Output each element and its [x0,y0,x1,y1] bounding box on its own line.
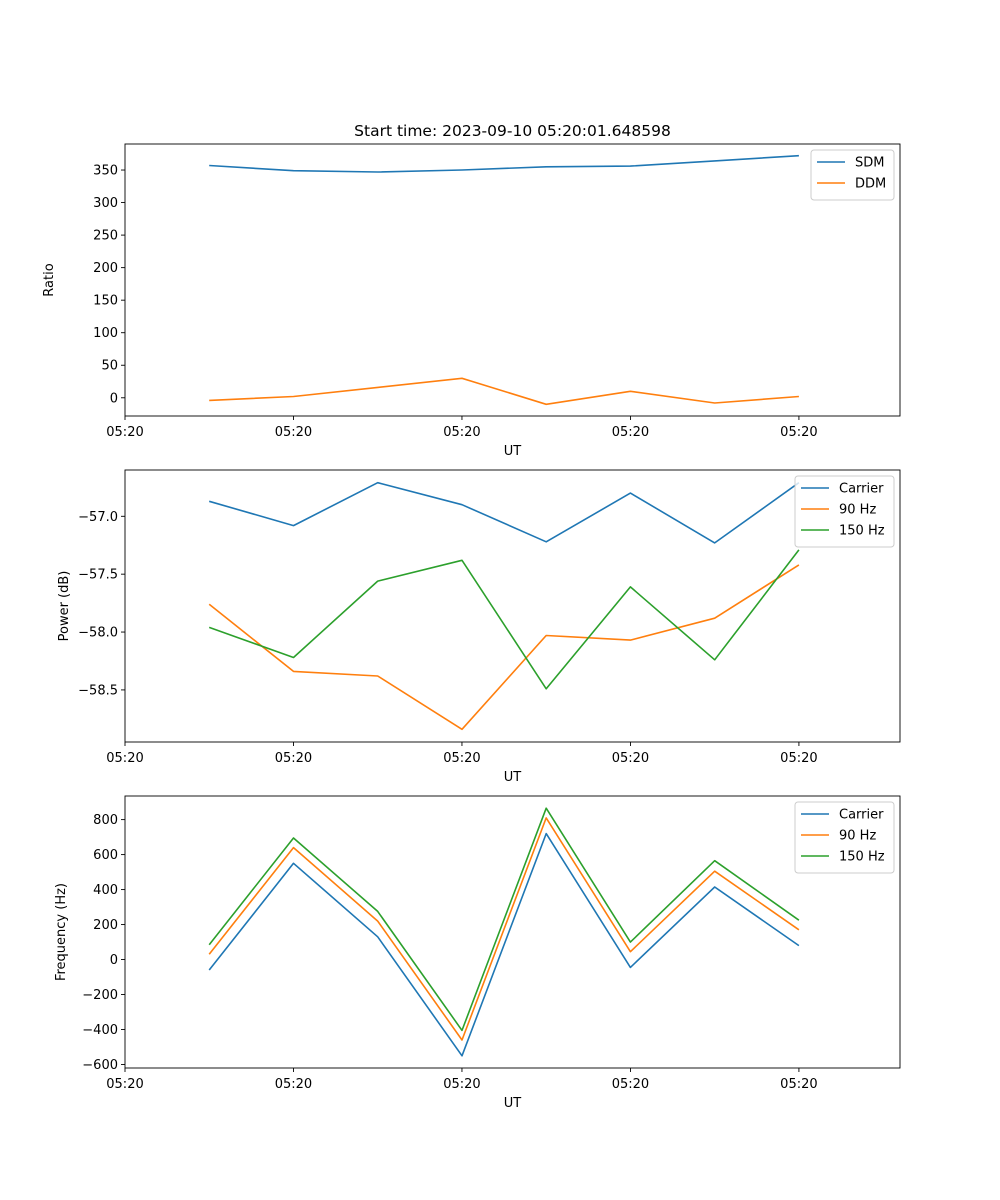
x-tick-label: 05:20 [780,1077,817,1092]
x-tick-label: 05:20 [106,425,143,440]
legend: SDM DDM [810,149,895,201]
y-tick-label: 0 [110,391,118,406]
axes-frame [124,469,901,743]
legend-label: 90 Hz [839,829,876,844]
y-tick-label: 50 [101,359,118,374]
y-axis-label: Power (dB) [57,571,72,642]
subplot-1: 05:20 05:20 05:20 05:20 05:20 0 50 100 150 200 250… [42,122,901,459]
y-tick-label: 150 [93,294,118,309]
legend-label: DDM [855,177,886,192]
y-tick-label: −200 [82,988,118,1003]
subplot-2: 05:20 05:20 05:20 05:20 05:20 −57.0 −57.5 −58.0… [57,469,901,785]
x-tick-label: 05:20 [443,1077,480,1092]
y-tick-label: 0 [110,953,118,968]
legend-label: Carrier [839,482,884,497]
series-line-90-hz [208,564,800,731]
series-line-150-hz [208,549,800,690]
series-line-ddm [209,377,799,406]
y-tick-label: 300 [93,196,118,211]
subplot-3: 05:20 05:20 05:20 05:20 05:20 800 600 400 200 0 −2… [54,795,901,1111]
x-tick-label: 05:20 [612,425,649,440]
legend: Carrier 90 Hz 150 Hz [794,475,895,548]
x-tick-label: 05:20 [443,751,480,766]
y-tick-label: −600 [82,1058,118,1073]
x-tick-label: 05:20 [106,751,143,766]
x-tick-label: 05:20 [612,1077,649,1092]
axes-frame [124,795,901,1069]
legend-label: SDM [855,156,884,171]
y-tick-label: 600 [93,848,118,863]
series-line-sdm [209,154,799,173]
y-axis-label: Ratio [42,263,57,296]
x-tick-label: 05:20 [612,751,649,766]
y-tick-label: 100 [93,326,118,341]
x-axis-label: UT [504,444,522,459]
legend-label: 150 Hz [839,850,885,865]
y-tick-label: −58.0 [78,626,118,641]
y-tick-label: −57.5 [78,568,118,583]
x-axis-label: UT [504,770,522,785]
y-tick-label: −400 [82,1023,118,1038]
legend-label: 90 Hz [839,503,876,518]
y-tick-label: 800 [93,813,118,828]
series-line-carrier [208,481,800,544]
x-tick-label: 05:20 [275,1077,312,1092]
x-tick-label: 05:20 [780,751,817,766]
y-tick-label: −57.0 [78,510,118,525]
y-tick-label: −58.5 [78,683,118,698]
series-line-90-hz [208,817,800,1041]
chart-title: Start time: 2023-09-10 05:20:01.648598 [354,122,671,140]
x-tick-label: 05:20 [275,751,312,766]
y-tick-label: 400 [93,883,118,898]
y-tick-label: 200 [93,918,118,933]
series-line-150-hz [208,807,800,1032]
series-line-carrier [208,832,800,1057]
x-tick-label: 05:20 [106,1077,143,1092]
x-tick-label: 05:20 [780,425,817,440]
legend-label: 150 Hz [839,524,885,539]
x-tick-label: 05:20 [275,425,312,440]
y-axis-label: Frequency (Hz) [54,883,69,981]
y-tick-label: 200 [93,261,118,276]
legend-label: Carrier [839,808,884,823]
legend: Carrier 90 Hz 150 Hz [794,801,895,874]
axes-frame [124,143,901,417]
x-tick-label: 05:20 [443,425,480,440]
y-tick-label: 250 [93,229,118,244]
x-axis-label: UT [504,1096,522,1111]
y-tick-label: 350 [93,164,118,179]
